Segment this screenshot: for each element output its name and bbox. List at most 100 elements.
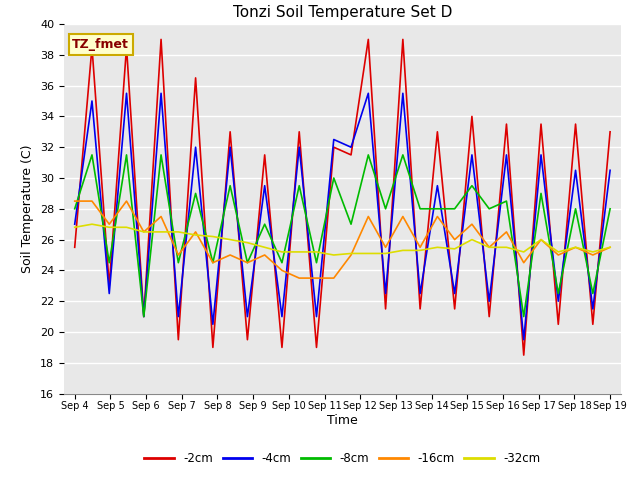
- -16cm: [71, 198, 79, 204]
- -8cm: [399, 152, 406, 158]
- -2cm: [416, 306, 424, 312]
- -8cm: [381, 206, 389, 212]
- -2cm: [88, 44, 96, 50]
- X-axis label: Time: Time: [327, 414, 358, 427]
- -2cm: [554, 322, 562, 327]
- Line: -4cm: -4cm: [75, 93, 610, 340]
- -16cm: [485, 244, 493, 250]
- -2cm: [502, 121, 510, 127]
- -8cm: [416, 206, 424, 212]
- -16cm: [468, 221, 476, 227]
- -4cm: [313, 314, 321, 320]
- -4cm: [589, 306, 596, 312]
- -16cm: [209, 260, 217, 265]
- Line: -32cm: -32cm: [75, 224, 610, 255]
- -4cm: [157, 90, 165, 96]
- Text: TZ_fmet: TZ_fmet: [72, 38, 129, 51]
- -16cm: [192, 229, 200, 235]
- -4cm: [520, 337, 527, 343]
- -4cm: [416, 290, 424, 296]
- -32cm: [572, 244, 579, 250]
- -32cm: [554, 249, 562, 255]
- -2cm: [192, 75, 200, 81]
- -32cm: [381, 251, 389, 256]
- -8cm: [175, 260, 182, 265]
- -4cm: [296, 144, 303, 150]
- -8cm: [227, 183, 234, 189]
- -4cm: [485, 299, 493, 304]
- -2cm: [140, 314, 148, 320]
- -32cm: [451, 246, 458, 252]
- -16cm: [140, 229, 148, 235]
- -4cm: [71, 221, 79, 227]
- -32cm: [433, 244, 441, 250]
- -8cm: [278, 260, 286, 265]
- -8cm: [485, 206, 493, 212]
- -8cm: [502, 198, 510, 204]
- -16cm: [572, 244, 579, 250]
- Line: -8cm: -8cm: [75, 155, 610, 317]
- -16cm: [364, 214, 372, 219]
- -4cm: [502, 152, 510, 158]
- -8cm: [313, 260, 321, 265]
- -2cm: [468, 113, 476, 119]
- -8cm: [554, 290, 562, 296]
- -4cm: [88, 98, 96, 104]
- -4cm: [537, 152, 545, 158]
- -4cm: [364, 90, 372, 96]
- -8cm: [347, 221, 355, 227]
- -4cm: [554, 299, 562, 304]
- -8cm: [261, 221, 269, 227]
- -32cm: [209, 234, 217, 240]
- -32cm: [157, 229, 165, 235]
- -16cm: [278, 267, 286, 273]
- -8cm: [537, 191, 545, 196]
- -32cm: [502, 244, 510, 250]
- -32cm: [416, 248, 424, 253]
- -4cm: [140, 314, 148, 320]
- -16cm: [520, 260, 527, 265]
- -8cm: [244, 260, 252, 265]
- -32cm: [313, 249, 321, 255]
- -32cm: [227, 237, 234, 242]
- -16cm: [157, 214, 165, 219]
- -8cm: [123, 152, 131, 158]
- -8cm: [296, 183, 303, 189]
- -8cm: [520, 314, 527, 320]
- -32cm: [175, 229, 182, 235]
- Legend: -2cm, -4cm, -8cm, -16cm, -32cm: -2cm, -4cm, -8cm, -16cm, -32cm: [140, 447, 545, 470]
- -4cm: [330, 137, 338, 143]
- -2cm: [589, 322, 596, 327]
- -2cm: [364, 36, 372, 42]
- -16cm: [537, 237, 545, 242]
- -32cm: [261, 244, 269, 250]
- -4cm: [175, 314, 182, 320]
- -32cm: [468, 237, 476, 242]
- -16cm: [606, 244, 614, 250]
- -8cm: [572, 206, 579, 212]
- -2cm: [209, 345, 217, 350]
- -2cm: [227, 129, 234, 135]
- -32cm: [589, 249, 596, 255]
- -16cm: [106, 221, 113, 227]
- -4cm: [433, 183, 441, 189]
- -16cm: [589, 252, 596, 258]
- -32cm: [347, 251, 355, 256]
- -2cm: [399, 36, 406, 42]
- -4cm: [227, 144, 234, 150]
- -32cm: [537, 237, 545, 242]
- -16cm: [554, 252, 562, 258]
- -4cm: [209, 322, 217, 327]
- -4cm: [399, 90, 406, 96]
- -2cm: [451, 306, 458, 312]
- -16cm: [227, 252, 234, 258]
- -32cm: [485, 244, 493, 250]
- -4cm: [606, 168, 614, 173]
- -2cm: [261, 152, 269, 158]
- -2cm: [123, 44, 131, 50]
- -32cm: [278, 249, 286, 255]
- -16cm: [399, 214, 406, 219]
- -2cm: [157, 36, 165, 42]
- -32cm: [71, 225, 79, 230]
- -2cm: [278, 345, 286, 350]
